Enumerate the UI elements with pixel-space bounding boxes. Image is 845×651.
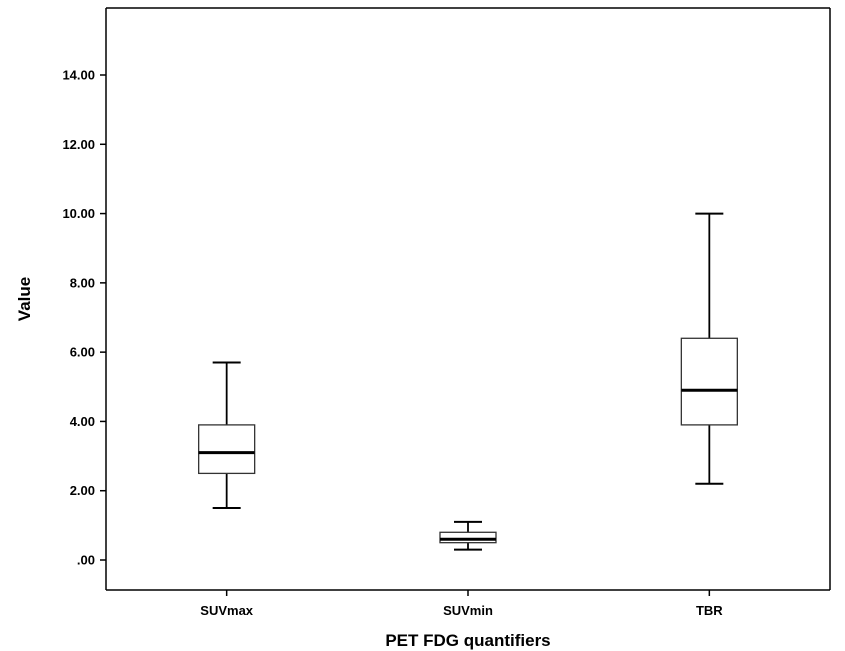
box-suvmax: [198, 361, 256, 510]
x-tick-label: SUVmax: [200, 603, 254, 618]
y-tick-label: 14.00: [62, 68, 95, 83]
y-axis-ticks: .00 2.00 4.00 6.00 8.00 10.00 12.00 14.00: [62, 68, 106, 568]
box-suvmin: [439, 520, 497, 551]
y-tick-label: 2.00: [70, 483, 95, 498]
x-tick-label: TBR: [696, 603, 723, 618]
x-tick-label: SUVmin: [443, 603, 493, 618]
y-tick-label: 4.00: [70, 414, 95, 429]
iqr-box: [439, 531, 497, 544]
y-tick-label: .00: [77, 553, 95, 568]
box-series: [198, 212, 738, 551]
y-tick-label: 8.00: [70, 275, 95, 290]
box-tbr: [680, 212, 738, 485]
iqr-box: [198, 424, 256, 475]
x-axis-title: PET FDG quantifiers: [385, 631, 550, 650]
y-tick-label: 12.00: [62, 137, 95, 152]
y-tick-label: 6.00: [70, 345, 95, 360]
iqr-box: [680, 337, 738, 426]
x-axis-ticks: SUVmax SUVmin TBR: [200, 590, 723, 618]
plot-axes: [105, 7, 831, 591]
y-axis-title: Value: [15, 277, 34, 321]
y-tick-label: 10.00: [62, 206, 95, 221]
